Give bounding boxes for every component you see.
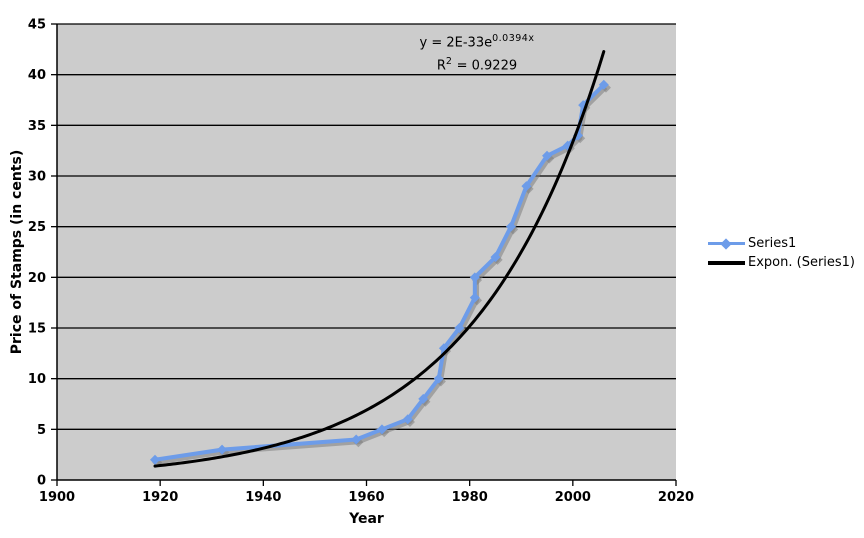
y-tick-label: 45 [28, 18, 46, 33]
y-tick-label: 25 [28, 220, 46, 235]
r-squared-line: R2 = 0.9229 [377, 52, 577, 75]
y-tick-label: 30 [28, 170, 46, 185]
series1-data-point [490, 252, 501, 263]
series1-diamond-marker-icon [720, 237, 732, 250]
equation-text: y = 2E-33e [419, 35, 493, 51]
series1-data-point [351, 434, 362, 445]
x-tick-label: 1980 [452, 490, 488, 505]
series1-data-point [469, 272, 480, 283]
legend-label-series1: Series1 [748, 236, 797, 251]
legend-label-trendline: Expon. (Series1) [748, 255, 856, 270]
y-tick-label: 15 [28, 322, 46, 337]
series1-data-point [402, 414, 413, 425]
series1-data-point [454, 323, 465, 333]
r-squared-prefix: R [436, 58, 446, 74]
series1-data-point [217, 444, 228, 455]
plot-background [57, 24, 676, 480]
y-tick-label: 35 [28, 119, 46, 134]
series1-data-point [542, 150, 553, 161]
r-squared-value: = 0.9229 [452, 58, 518, 74]
y-tick-label: 40 [28, 68, 46, 83]
x-tick-label: 2020 [658, 490, 694, 505]
series1-line-sample-icon [708, 237, 745, 250]
series1-data-point [469, 292, 480, 303]
trendline-equation-line: y = 2E-33e0.0394x [377, 29, 577, 52]
y-axis-title: Price of Stamps (in cents) [9, 149, 25, 355]
x-tick-label: 1900 [39, 490, 75, 505]
series1-data-point [598, 79, 609, 90]
trendline-equation-annotation: y = 2E-33e0.0394x R2 = 0.9229 [377, 29, 577, 76]
x-axis-title: Year [349, 511, 384, 527]
y-tick-label: 5 [37, 423, 46, 438]
equation-exponent: 0.0394x [492, 33, 535, 44]
x-tick-label: 1920 [142, 490, 178, 505]
series1-data-point [505, 221, 516, 232]
series1-data-point [376, 424, 387, 435]
y-tick-label: 10 [28, 372, 46, 387]
series1-data-point [418, 393, 429, 404]
series1-data-point [150, 454, 161, 465]
x-tick-label: 1960 [348, 490, 384, 505]
legend-item-series1: Series1 [708, 234, 855, 253]
x-tick-label: 2000 [555, 490, 591, 505]
y-tick-label: 20 [28, 271, 46, 286]
series1-data-point [433, 373, 444, 384]
y-tick-label: 0 [37, 474, 46, 489]
trendline-line-sample-icon [708, 260, 745, 265]
series1-data-point [521, 181, 532, 192]
legend-item-trendline: Expon. (Series1) [708, 253, 855, 272]
x-tick-label: 1940 [245, 490, 281, 505]
r-squared-superscript: 2 [445, 56, 453, 68]
legend: Series1 Expon. (Series1) [708, 234, 855, 272]
exponential-trendline-curve [153, 50, 606, 468]
